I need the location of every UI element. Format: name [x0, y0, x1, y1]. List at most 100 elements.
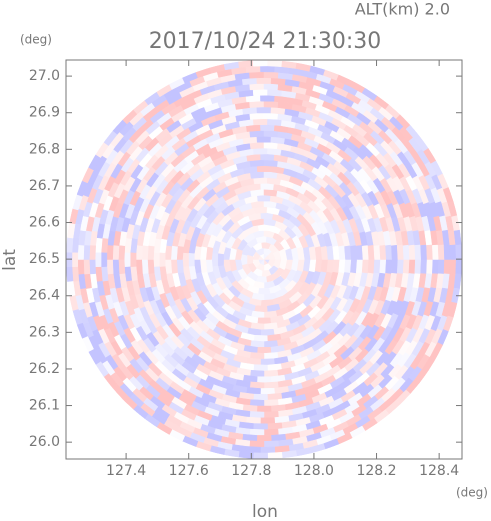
echo-cell	[147, 245, 155, 260]
echo-cell	[453, 229, 462, 246]
echo-cell	[260, 387, 275, 395]
echo-cell	[249, 440, 265, 448]
echo-cell	[249, 83, 265, 91]
echo-cell	[159, 252, 166, 267]
echo-cell	[253, 177, 268, 185]
echo-cell	[367, 259, 375, 275]
echo-cell	[66, 237, 74, 253]
echo-cell	[396, 259, 405, 275]
echo-cell	[118, 259, 126, 275]
echo-cell	[263, 112, 279, 120]
echo-cell	[112, 259, 120, 275]
echo-cell	[437, 259, 445, 275]
echo-cell	[89, 244, 96, 260]
echo-cell	[89, 259, 96, 275]
echo-cell	[249, 399, 265, 407]
y-axis-label: lat	[0, 249, 20, 271]
echo-cell	[267, 422, 283, 430]
y-tick-label: 26.1	[29, 398, 60, 414]
echo-cell	[408, 259, 416, 275]
echo-cell	[267, 452, 283, 459]
echo-cell	[253, 334, 268, 342]
echo-cell	[147, 259, 155, 274]
echo-cell	[260, 446, 276, 454]
echo-field	[66, 60, 462, 459]
echo-cell	[252, 118, 268, 126]
echo-cell	[257, 195, 271, 202]
echo-cell	[249, 100, 265, 108]
y-tick-label: 26.8	[29, 141, 60, 157]
echo-cell	[141, 244, 149, 260]
echo-cell	[263, 411, 279, 419]
echo-cell	[260, 153, 275, 161]
echo-cell	[408, 244, 416, 260]
y-tick-label: 26.5	[29, 251, 60, 267]
echo-cell	[141, 259, 149, 275]
echo-cell	[455, 244, 462, 260]
echo-cell	[77, 259, 85, 275]
x-tick-label: 127.8	[231, 463, 271, 479]
y-unit: (deg)	[20, 33, 52, 47]
x-tick-label: 128.4	[419, 463, 459, 479]
echo-cell	[260, 329, 275, 336]
echo-cell	[100, 251, 108, 268]
echo-cell	[449, 244, 457, 260]
echo-cell	[256, 106, 272, 114]
echo-cell	[83, 244, 91, 260]
echo-cell	[252, 423, 268, 430]
echo-cell	[391, 244, 399, 260]
echo-cell	[449, 259, 457, 275]
echo-cell	[260, 94, 276, 102]
echo-cell	[402, 259, 410, 275]
y-tick-label: 27.0	[29, 68, 60, 84]
echo-cell	[263, 130, 279, 138]
echo-cell	[414, 259, 422, 275]
echo-cell	[106, 259, 114, 275]
y-tick-label: 26.9	[29, 105, 60, 121]
x-tick-label: 128.2	[356, 463, 396, 479]
echo-cell	[391, 259, 399, 275]
echo-cell	[71, 251, 79, 268]
echo-cell	[256, 136, 272, 143]
echo-cell	[124, 252, 131, 267]
echo-cell	[241, 253, 248, 266]
echo-cell	[153, 252, 160, 267]
echo-cell	[426, 259, 434, 275]
echo-cell	[420, 244, 428, 260]
echo-cell	[453, 273, 462, 290]
echo-cell	[385, 259, 393, 275]
echo-cell	[257, 224, 271, 231]
echo-cell	[396, 244, 405, 260]
altitude-label: ALT(km) 2.0	[355, 0, 450, 19]
echo-cell	[211, 252, 219, 267]
echo-cell	[249, 428, 265, 436]
echo-cell	[260, 65, 276, 73]
echo-cell	[112, 244, 120, 260]
echo-cell	[367, 244, 375, 260]
echo-cell	[253, 147, 268, 155]
echo-cell	[256, 435, 272, 442]
echo-cell	[83, 259, 91, 275]
echo-cell	[379, 244, 387, 260]
echo-cell	[267, 89, 283, 97]
echo-cell	[263, 440, 279, 448]
echo-cell	[373, 259, 381, 274]
echo-cell	[402, 244, 410, 260]
echo-cell	[252, 89, 268, 96]
echo-cell	[106, 244, 114, 260]
echo-cell	[188, 252, 195, 267]
echo-cell	[267, 60, 283, 67]
echo-cell	[420, 259, 428, 275]
x-unit: (deg)	[456, 486, 488, 500]
echo-cell	[249, 71, 265, 79]
echo-cell	[252, 452, 268, 459]
echo-cell	[182, 252, 189, 267]
echo-cell	[252, 393, 268, 401]
y-tick-label: 26.2	[29, 361, 60, 377]
echo-cell	[257, 288, 271, 295]
echo-cell	[379, 259, 387, 275]
x-axis-label: lon	[252, 502, 278, 521]
echo-cell	[443, 244, 451, 260]
echo-cell	[252, 60, 268, 67]
